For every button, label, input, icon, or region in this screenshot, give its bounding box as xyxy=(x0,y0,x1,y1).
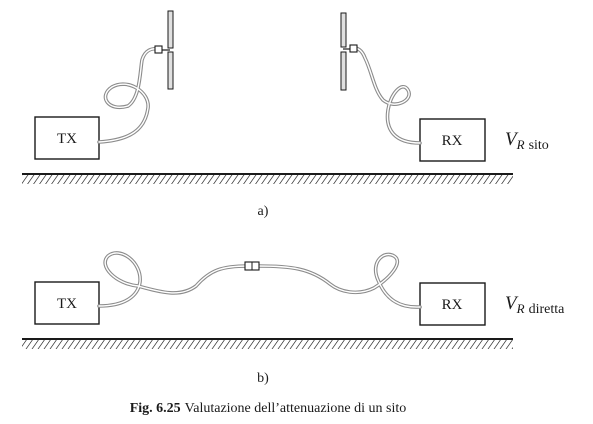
rx-cable-a xyxy=(350,46,422,145)
tx-label-a: TX xyxy=(57,131,77,147)
tx-box-a xyxy=(34,116,100,160)
rx-label-b: RX xyxy=(442,297,463,313)
tx-dipole-upper-a xyxy=(167,10,174,49)
cable-connector-b xyxy=(244,261,260,271)
sub-label-a: a) xyxy=(258,204,269,219)
rx-label-a: RX xyxy=(442,133,463,149)
sub-label-b: b) xyxy=(257,371,269,386)
ground-plane-b xyxy=(22,338,513,349)
tx-dipole-lower-a xyxy=(167,51,174,90)
scene-b: TX RX VR diretta b) xyxy=(22,251,565,386)
tx-label-b: TX xyxy=(57,296,77,312)
figure-caption: Fig. 6.25 Valutazione dell’attenuazione d… xyxy=(130,401,407,416)
rx-dipole-upper-a xyxy=(340,12,347,48)
rx-box-b xyxy=(419,282,486,326)
rx-antenna-a xyxy=(340,12,358,91)
tx-box-b xyxy=(34,281,100,325)
tx-balun-a xyxy=(154,45,163,54)
ground-plane-a xyxy=(22,173,513,184)
direct-cable-b xyxy=(97,251,422,309)
v-label-b: VR diretta xyxy=(505,293,565,317)
rx-dipole-lower-a xyxy=(340,51,347,91)
rx-balun-a xyxy=(349,44,358,53)
caption-text: Valutazione dell’attenuazione di un sito xyxy=(185,401,407,416)
tx-antenna-a xyxy=(154,10,174,90)
scene-a: TX RX VR sito xyxy=(22,10,549,219)
v-label-a: VR sito xyxy=(505,129,549,153)
rx-box-a xyxy=(419,118,486,162)
tx-cable-a xyxy=(97,46,160,144)
caption-number: Fig. 6.25 xyxy=(130,401,181,416)
